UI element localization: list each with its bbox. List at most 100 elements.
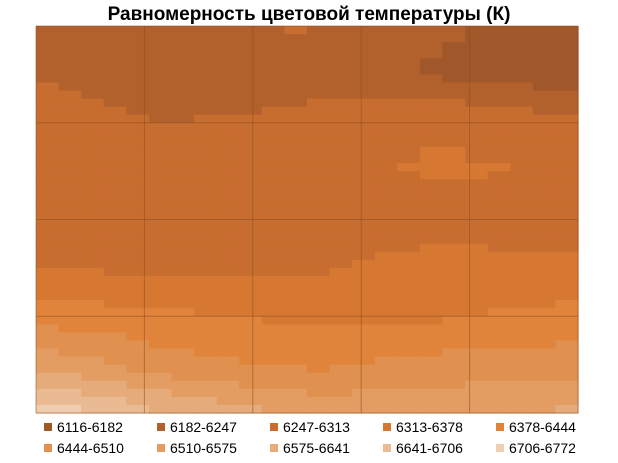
contour-cell — [510, 348, 534, 358]
contour-cell — [36, 171, 60, 180]
contour-cell — [216, 179, 240, 188]
contour-cell — [58, 42, 82, 51]
contour-cell — [284, 42, 308, 51]
contour-cell — [374, 163, 398, 172]
contour-cell — [103, 292, 127, 301]
contour-cell — [261, 364, 286, 374]
contour-cell — [307, 284, 331, 293]
contour-cell — [374, 300, 398, 309]
contour-cell — [103, 300, 127, 309]
contour-cell — [532, 316, 557, 325]
contour-cell — [126, 251, 150, 261]
contour-cell — [329, 26, 353, 35]
contour-cell — [126, 388, 150, 398]
contour-cell — [284, 308, 308, 317]
contour-cell — [284, 259, 308, 269]
contour-cell — [419, 372, 444, 382]
legend-item: 6575-6641 — [270, 437, 383, 458]
contour-cell — [58, 90, 82, 100]
contour-cell — [148, 179, 173, 188]
contour-cell — [81, 211, 105, 221]
contour-cell — [307, 316, 331, 325]
contour-cell — [284, 74, 308, 84]
contour-cell — [442, 90, 466, 100]
contour-cell — [307, 227, 331, 237]
contour-cell — [465, 211, 489, 221]
contour-cell — [58, 130, 82, 140]
contour-cell — [36, 146, 60, 156]
contour-cell — [148, 380, 173, 390]
contour-cell — [532, 388, 557, 398]
contour-cell — [397, 26, 421, 35]
contour-cell — [103, 171, 127, 180]
contour-cell — [555, 356, 579, 366]
contour-cell — [36, 388, 60, 398]
contour-cell — [442, 203, 466, 213]
contour-cell — [419, 219, 444, 229]
legend-swatch — [270, 422, 278, 431]
contour-cell — [329, 50, 353, 59]
contour-cell — [329, 300, 353, 309]
contour-cell — [36, 316, 60, 325]
contour-cell — [81, 122, 105, 132]
contour-cell — [397, 138, 421, 148]
contour-cell — [81, 98, 105, 108]
contour-cell — [510, 243, 534, 253]
contour-cell — [352, 396, 376, 406]
contour-cell — [510, 372, 534, 382]
contour-cell — [194, 66, 218, 75]
contour-cell — [36, 187, 60, 196]
contour-cell — [239, 50, 263, 59]
contour-cell — [126, 275, 150, 285]
contour-cell — [329, 58, 353, 67]
contour-cell — [374, 122, 398, 132]
contour-cell — [510, 66, 534, 75]
contour-cell — [171, 58, 195, 67]
contour-cell — [36, 404, 60, 414]
contour-cell — [148, 90, 173, 100]
contour-cell — [126, 364, 150, 374]
contour-cell — [148, 155, 173, 164]
contour-cell — [442, 187, 466, 196]
contour-cell — [329, 364, 353, 374]
contour-cell — [36, 58, 60, 67]
contour-cell — [284, 348, 308, 358]
contour-cell — [284, 155, 308, 164]
contour-cell — [239, 82, 263, 92]
contour-cell — [532, 50, 557, 59]
contour-cell — [532, 300, 557, 309]
contour-cell — [352, 171, 376, 180]
contour-cell — [171, 340, 195, 350]
contour-cell — [532, 404, 557, 414]
contour-cell — [81, 404, 105, 414]
contour-cell — [419, 356, 444, 366]
contour-cell — [397, 82, 421, 92]
contour-cell — [216, 146, 240, 156]
contour-cell — [36, 50, 60, 59]
legend: 6116-6182 6182-6247 6247-6313 6313-6378 6378… — [44, 416, 618, 458]
contour-cell — [374, 179, 398, 188]
contour-cell — [171, 380, 195, 390]
contour-cell — [194, 179, 218, 188]
contour-cell — [442, 267, 466, 277]
contour-cell — [465, 404, 489, 414]
contour-cell — [36, 235, 60, 245]
contour-cell — [194, 146, 218, 156]
contour-cell — [36, 284, 60, 293]
contour-cell — [374, 155, 398, 164]
contour-cell — [352, 404, 376, 414]
contour-cell — [397, 114, 421, 124]
contour-cell — [284, 300, 308, 309]
contour-cell — [284, 211, 308, 221]
contour-cell — [239, 316, 263, 325]
contour-cell — [239, 187, 263, 196]
contour-cell — [419, 42, 444, 51]
contour-cell — [194, 332, 218, 342]
contour-cell — [103, 267, 127, 277]
contour-cell — [465, 98, 489, 108]
contour-cell — [36, 259, 60, 269]
contour-cell — [555, 42, 579, 51]
contour-cell — [397, 396, 421, 406]
contour-cell — [352, 380, 376, 390]
contour-cell — [171, 364, 195, 374]
